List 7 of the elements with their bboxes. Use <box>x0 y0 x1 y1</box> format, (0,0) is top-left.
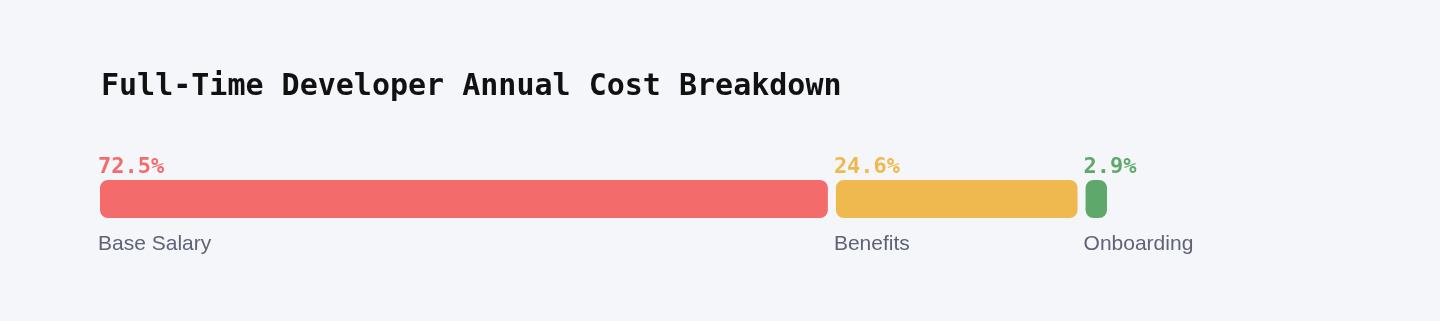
data-label: 2.9% <box>1083 152 1138 178</box>
series-label: Onboarding <box>1083 231 1194 254</box>
data-label: 24.6% <box>833 152 901 178</box>
data-label: 72.5% <box>98 152 165 178</box>
series-label: Benefits <box>833 231 910 254</box>
series-label: Base Salary <box>98 231 212 254</box>
chart-title: Full-Time Developer Annual Cost Breakdown <box>101 66 842 102</box>
